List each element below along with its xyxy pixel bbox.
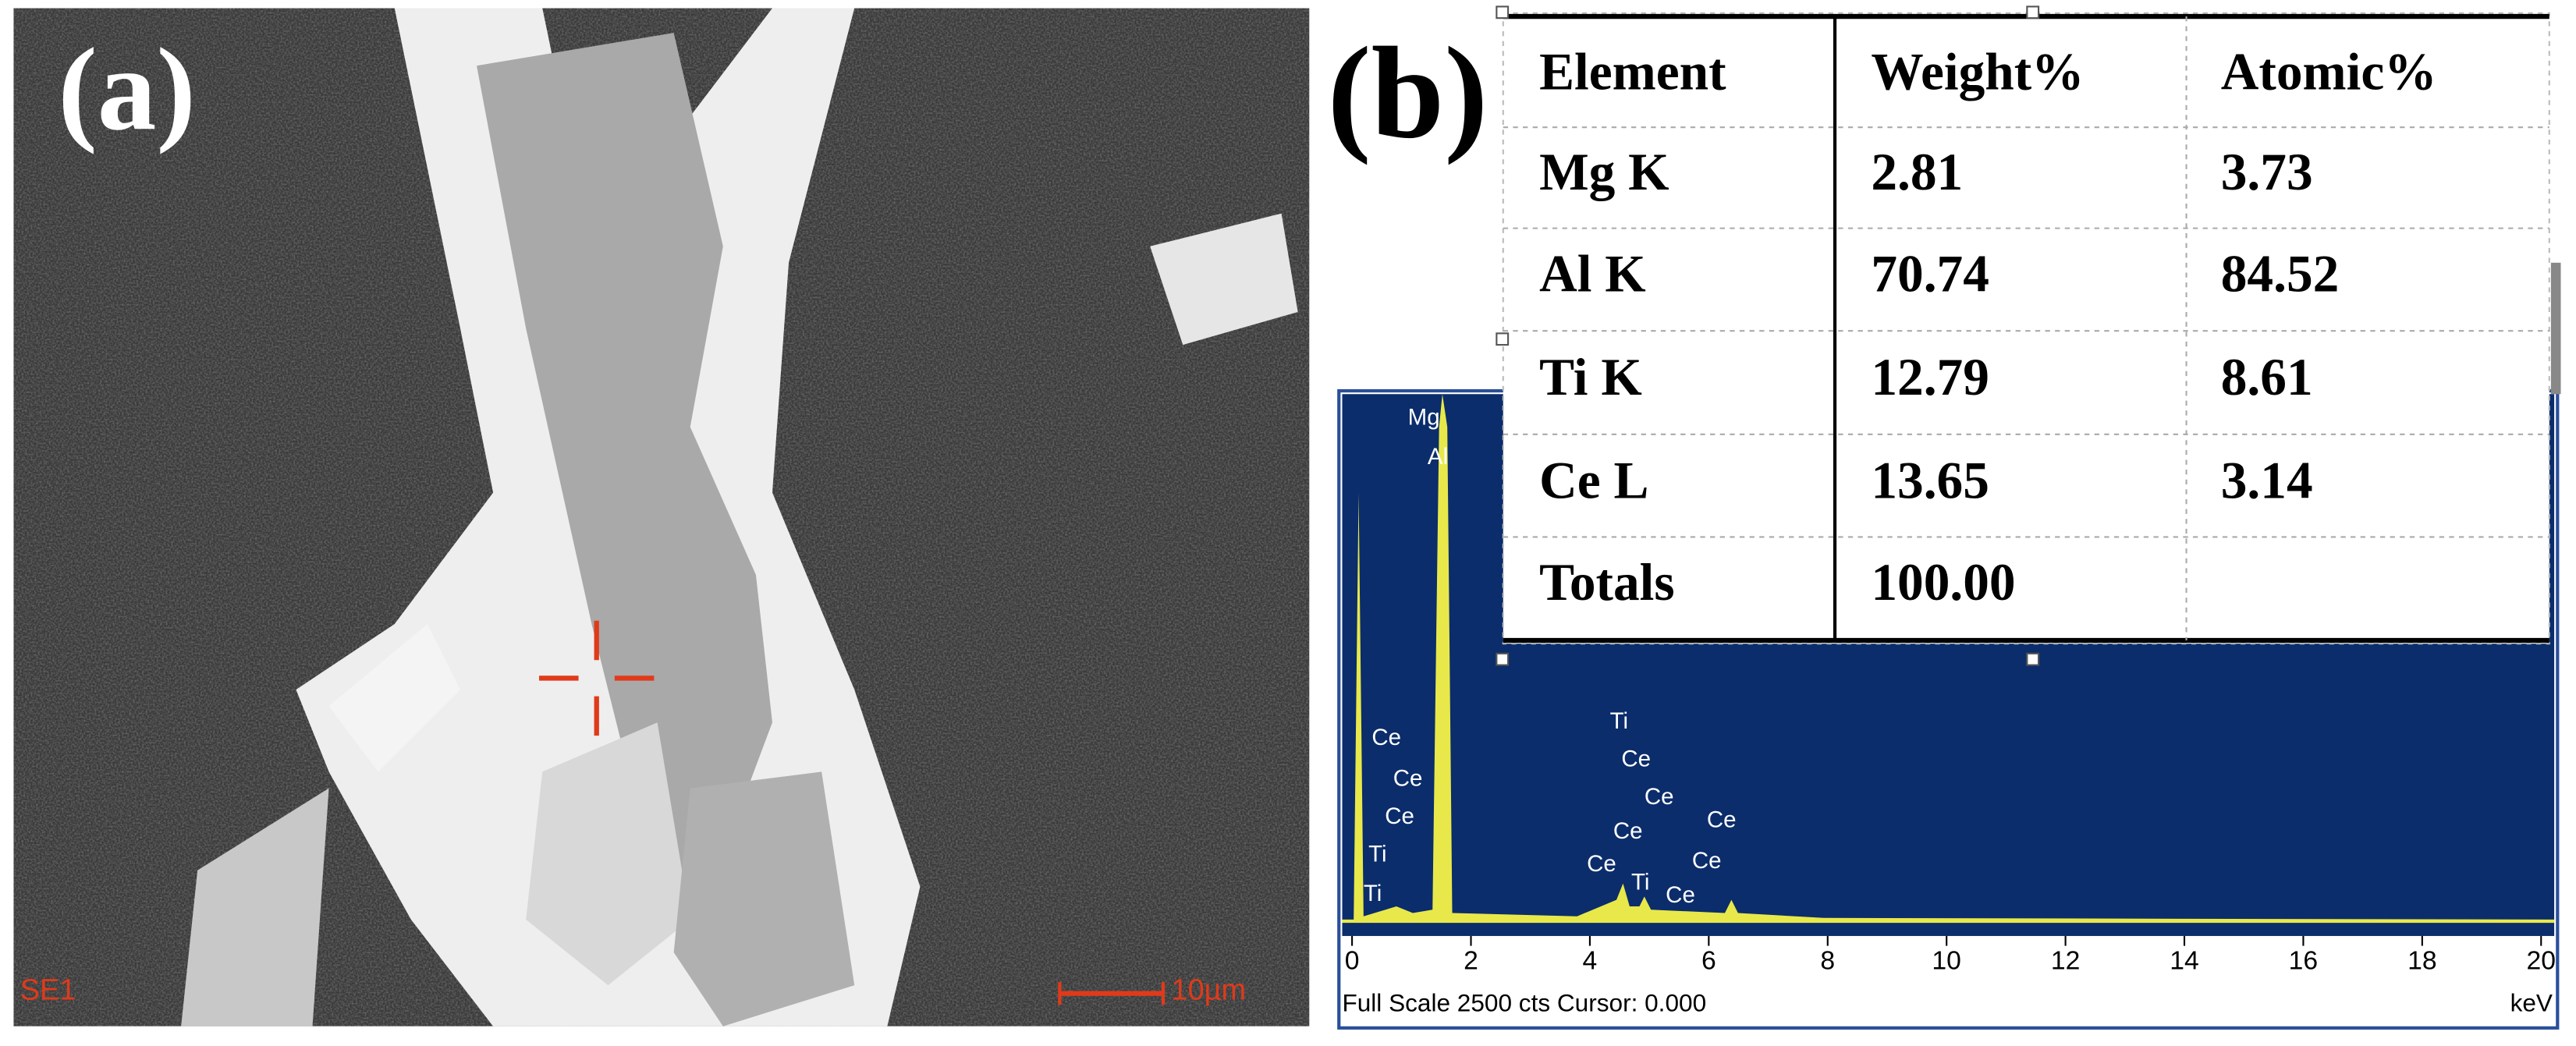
x-tick-label: 18 xyxy=(2407,947,2436,976)
x-tick-label: 2 xyxy=(1464,947,1478,976)
x-tick-label: 6 xyxy=(1701,947,1716,976)
detector-label: SE1 xyxy=(20,974,76,1007)
peak-label: Ce xyxy=(1385,803,1414,829)
peak-label: Ce xyxy=(1707,807,1737,832)
table-box xyxy=(1502,12,2550,645)
x-tick-label: 16 xyxy=(2289,947,2318,976)
peak-label: Ce xyxy=(1645,784,1674,810)
table-cell: 13.65 xyxy=(1871,452,1989,510)
table-cell: 70.74 xyxy=(1871,244,1989,303)
spectrum-footer: Full Scale 2500 cts Cursor: 0.000 xyxy=(1342,989,1706,1017)
x-tick-label: 20 xyxy=(2527,947,2556,976)
table-cell: Mg K xyxy=(1539,143,1669,201)
table-header: Atomic% xyxy=(2221,42,2437,101)
peak-label: Ti xyxy=(1610,708,1628,734)
peak-label: Ti xyxy=(1368,842,1386,867)
panel-label: (b) xyxy=(1328,20,1488,165)
x-tick-label: 10 xyxy=(1932,947,1960,976)
table-cell: 100.00 xyxy=(1871,553,2015,612)
peak-label: Ce xyxy=(1371,725,1401,750)
panel-label: (a) xyxy=(58,23,196,154)
peak-label: Ce xyxy=(1621,746,1651,771)
x-tick-label: 8 xyxy=(1820,947,1835,976)
table-cell: Ti K xyxy=(1539,348,1642,406)
table-cell: Al K xyxy=(1539,244,1646,303)
table-cell: 3.73 xyxy=(2221,143,2313,201)
table-cell: Totals xyxy=(1539,553,1674,612)
peak-label: Ce xyxy=(1587,851,1616,877)
peak-label: Ce xyxy=(1613,818,1643,844)
x-tick-label: 12 xyxy=(2051,947,2080,976)
axis-unit: keV xyxy=(2510,989,2553,1017)
selection-handles xyxy=(1496,5,2040,666)
sem-image xyxy=(13,8,1310,1026)
table-cell: Ce L xyxy=(1539,452,1648,510)
table-cell: 12.79 xyxy=(1871,348,1989,406)
table-header: Element xyxy=(1539,42,1726,101)
peak-label: Ti xyxy=(1364,881,1382,906)
peak-label: Mg xyxy=(1408,405,1440,431)
table-cell: 3.14 xyxy=(2221,452,2313,510)
crosshair xyxy=(539,620,655,736)
scroll-handle xyxy=(2550,262,2561,395)
table-cell: 2.81 xyxy=(1871,143,1963,201)
peak-label: Ti xyxy=(1631,869,1649,895)
peak-label: Ce xyxy=(1692,848,1722,874)
x-tick-label: 14 xyxy=(2170,947,2198,976)
peak-label: Al xyxy=(1428,444,1448,470)
peak-label: Ce xyxy=(1393,766,1423,792)
table-header: Weight% xyxy=(1871,42,2084,101)
x-tick-label: 0 xyxy=(1345,947,1360,976)
table-cell: 84.52 xyxy=(2221,244,2340,303)
scale-label: 10µm xyxy=(1172,974,1247,1007)
peak-label: Ce xyxy=(1666,882,1695,908)
table-cell: 8.61 xyxy=(2221,348,2313,406)
x-tick-label: 4 xyxy=(1583,947,1598,976)
